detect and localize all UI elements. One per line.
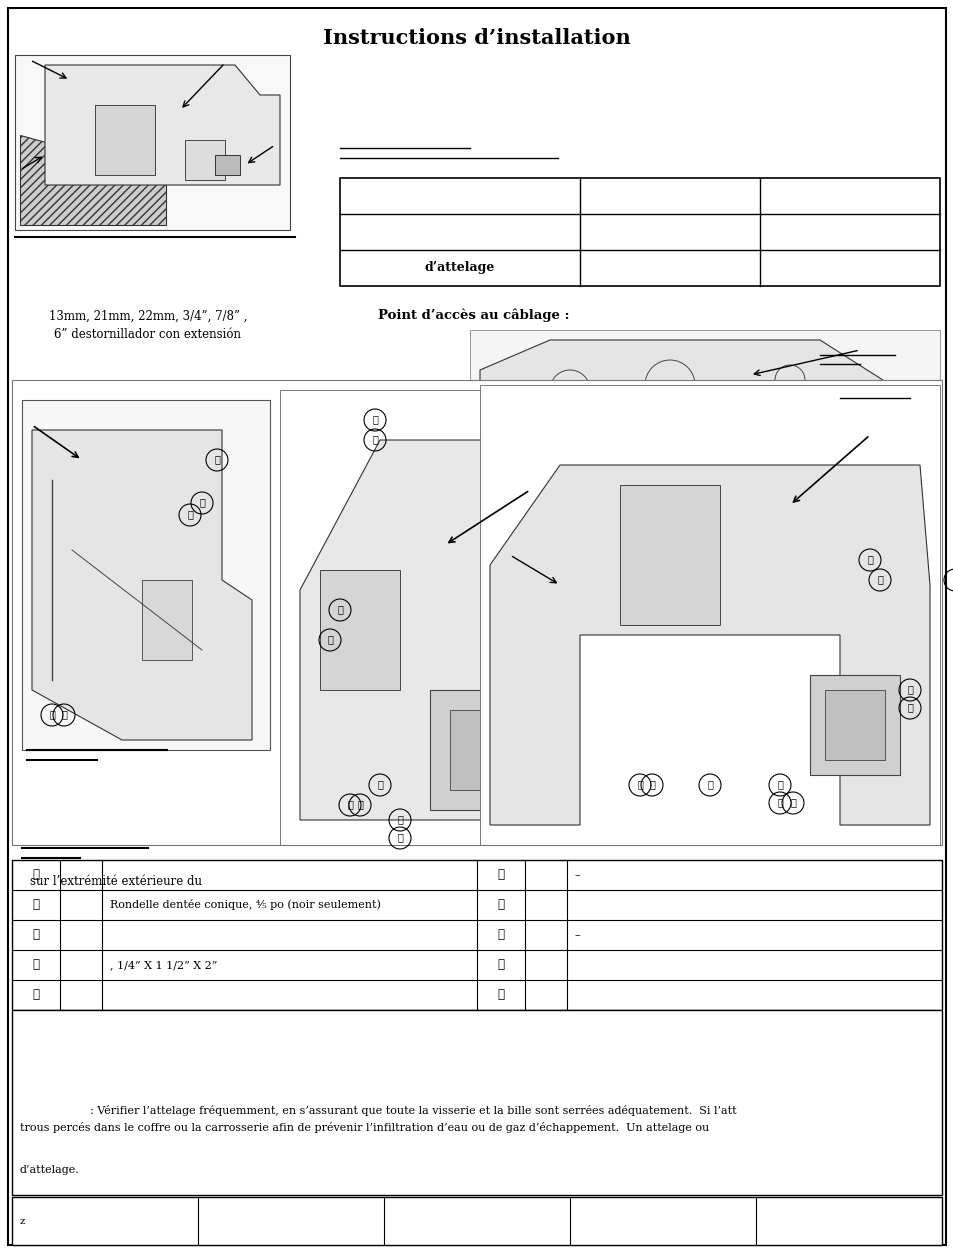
Text: ⑧: ⑧ [199,499,205,507]
Text: Point d’accès au câblage :: Point d’accès au câblage : [377,308,569,322]
Text: ⑤: ⑤ [327,635,333,644]
Bar [214,155,240,175]
Text: ⑦: ⑦ [497,898,504,911]
Text: trous percés dans le coffre ou la carrosserie afin de prévenir l’infiltration d’: trous percés dans le coffre ou la carros… [20,1121,708,1133]
Bar [12,1010,941,1195]
Text: ⑤: ⑤ [32,989,39,1001]
Bar [430,690,550,809]
Bar [12,860,941,1010]
Text: ⑦: ⑦ [866,555,872,565]
Polygon shape [20,135,166,226]
Bar [479,385,939,845]
Bar [12,380,941,845]
Text: –: – [575,930,580,940]
Text: ⑨: ⑨ [213,456,220,465]
Text: ⑧: ⑧ [648,781,655,789]
Text: ②: ② [777,781,782,789]
Bar [185,140,225,180]
Text: ②: ② [32,898,39,911]
Text: ⑨: ⑨ [497,959,504,971]
Text: ⑥: ⑥ [49,710,55,719]
Text: ⑦: ⑦ [61,710,67,719]
Polygon shape [479,340,929,485]
Text: ⑥: ⑥ [347,801,353,809]
Bar [15,55,290,231]
Text: ③: ③ [32,928,39,941]
Polygon shape [490,465,929,824]
Text: Rondelle dentée conique, ⅘ po (noir seulement): Rondelle dentée conique, ⅘ po (noir seul… [110,900,380,911]
Text: ⑥: ⑥ [951,575,953,584]
Text: ⑥: ⑥ [497,868,504,882]
Bar [142,580,192,660]
Text: ④: ④ [32,959,39,971]
Text: sur l’extrémité extérieure du: sur l’extrémité extérieure du [30,875,202,888]
Bar [280,390,589,845]
Text: d’attelage: d’attelage [424,262,495,274]
Text: ⓙ: ⓙ [497,989,504,1001]
Bar [824,690,884,761]
Text: : Vérifier l’attelage fréquemment, en s’assurant que toute la visserie et la bil: : Vérifier l’attelage fréquemment, en s’… [90,1105,736,1116]
Bar [339,178,939,286]
Polygon shape [32,430,252,741]
Text: ⑧: ⑧ [497,928,504,941]
Text: ⑦: ⑦ [187,510,193,520]
Polygon shape [299,440,569,819]
Text: ①: ① [396,833,402,842]
Text: d’attelage.: d’attelage. [20,1165,80,1175]
Bar [470,330,939,495]
Text: Instructions d’installation: Instructions d’installation [323,28,630,48]
Text: ①: ① [32,868,39,882]
Text: ⑨: ⑨ [376,781,382,789]
Bar [619,485,720,625]
Text: ⑦: ⑦ [637,781,642,789]
Bar [22,400,270,751]
Polygon shape [45,65,280,185]
Bar [450,710,530,789]
Text: –: – [575,870,580,880]
Text: ③: ③ [372,416,377,425]
Text: ②: ② [396,816,402,824]
Text: ①: ① [789,798,795,807]
Text: ④: ④ [372,436,377,445]
Text: ⑦: ⑦ [356,801,362,809]
Bar [12,1197,941,1245]
Text: , 1/4” X 1 1/2” X 2”: , 1/4” X 1 1/2” X 2” [110,960,217,970]
Text: ②: ② [336,605,342,614]
Text: ②: ② [906,685,912,694]
Text: ①: ① [906,703,912,713]
Text: ②: ② [777,798,782,807]
Bar [809,675,899,776]
Bar [319,570,399,690]
Text: 13mm, 21mm, 22mm, 3/4”, 7/8” ,
6” destornillador con extensión: 13mm, 21mm, 22mm, 3/4”, 7/8” , 6” destor… [49,309,247,341]
Text: ①: ① [706,781,712,789]
Text: z: z [20,1217,26,1225]
Text: ⑥: ⑥ [876,575,882,584]
Bar [95,105,154,175]
